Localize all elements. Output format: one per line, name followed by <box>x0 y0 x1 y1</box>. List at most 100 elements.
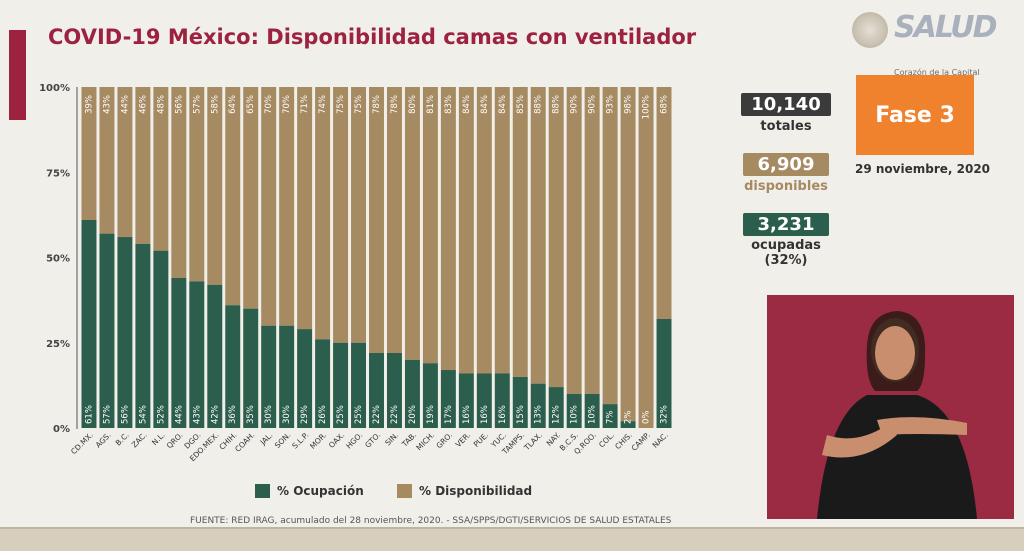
occupancy-label: 22% <box>390 405 400 424</box>
category-label: GTO. <box>363 430 382 449</box>
bar-availability <box>584 87 600 394</box>
bar-occupancy <box>171 277 187 428</box>
occupancy-label: 43% <box>192 405 202 424</box>
availability-label: 43% <box>102 95 112 114</box>
bar-occupancy <box>297 329 313 428</box>
bar-availability <box>225 87 241 306</box>
bar-availability <box>333 87 349 343</box>
y-tick-label: 50% <box>46 254 70 265</box>
bar-availability <box>440 87 456 371</box>
bar-availability <box>135 87 151 244</box>
category-label: PUE. <box>472 430 490 448</box>
availability-label: 58% <box>210 95 220 114</box>
occupancy-label: 22% <box>372 405 382 424</box>
bar-occupancy <box>351 342 367 428</box>
occupancy-label: 25% <box>354 405 364 424</box>
category-label: S.L.P. <box>290 430 310 450</box>
bar-occupancy <box>189 281 205 428</box>
occupancy-label: 10% <box>570 405 580 424</box>
category-label: VER. <box>454 430 473 449</box>
bar-availability <box>297 87 313 330</box>
bar-occupancy <box>566 393 582 428</box>
occupied-beds-label: ocupadas <box>751 238 821 253</box>
occupied-beds-stat: 3,231 ocupadas (32%) <box>741 213 831 268</box>
occupancy-label: 56% <box>120 405 130 424</box>
legend-label-availability: % Disponibilidad <box>419 484 532 498</box>
bar-availability <box>656 87 672 319</box>
bar-availability <box>458 87 474 374</box>
availability-label: 84% <box>480 95 490 114</box>
bar-availability <box>548 87 564 388</box>
bar-availability <box>99 87 115 234</box>
bar-availability <box>279 87 295 326</box>
availability-label: 81% <box>426 95 436 114</box>
bar-occupancy <box>512 376 528 428</box>
bar-availability <box>81 87 97 220</box>
occupancy-label: 32% <box>660 405 670 424</box>
availability-label: 88% <box>552 95 562 114</box>
availability-label: 70% <box>282 95 292 114</box>
availability-label: 57% <box>192 95 202 114</box>
availability-label: 85% <box>516 95 526 114</box>
footer-bar <box>0 529 1024 551</box>
footer-strip <box>0 527 1024 530</box>
occupancy-label: 25% <box>336 405 346 424</box>
bar-occupancy <box>333 342 349 428</box>
occupancy-label: 26% <box>318 405 328 424</box>
legend-swatch-occupancy <box>255 484 270 498</box>
category-label: ZAC. <box>130 430 149 449</box>
bar-occupancy <box>315 339 331 428</box>
category-label: COAH. <box>233 430 256 453</box>
occupied-beds-percent: (32%) <box>764 253 808 268</box>
page-title: COVID-19 México: Disponibilidad camas co… <box>48 25 697 49</box>
occupancy-label: 17% <box>444 405 454 424</box>
availability-label: 65% <box>246 95 256 114</box>
occupancy-label: 20% <box>408 405 418 424</box>
bar-occupancy <box>422 363 438 428</box>
logo-tagline: Corazón de la Capital <box>894 68 980 77</box>
occupancy-label: 30% <box>282 405 292 424</box>
occupancy-label: 15% <box>516 405 526 424</box>
category-label: QRO. <box>165 430 185 450</box>
occupancy-label: 35% <box>246 405 256 424</box>
phase-badge: Fase 3 <box>856 75 974 155</box>
bar-availability <box>494 87 510 374</box>
category-label: B.C. <box>114 430 131 447</box>
category-label: OAX. <box>327 430 346 449</box>
availability-label: 80% <box>408 95 418 114</box>
availability-label: 75% <box>354 95 364 114</box>
category-label: MOR. <box>308 430 328 450</box>
availability-label: 98% <box>624 95 634 114</box>
availability-label: 44% <box>120 95 130 114</box>
y-tick-label: 25% <box>46 339 70 350</box>
availability-label: 90% <box>570 95 580 114</box>
occupancy-label: 7% <box>606 411 616 425</box>
availability-label: 71% <box>300 95 310 114</box>
report-date: 29 noviembre, 2020 <box>855 162 991 176</box>
bar-availability <box>386 87 402 353</box>
source-note: FUENTE: RED IRAG, acumulado del 28 novie… <box>190 516 672 526</box>
bar-occupancy <box>153 250 169 428</box>
logo-area: SALUD Corazón de la Capital <box>850 8 1020 78</box>
bar-availability <box>351 87 367 343</box>
bar-availability <box>512 87 528 377</box>
occupancy-label: 57% <box>102 405 112 424</box>
bar-occupancy <box>386 352 402 428</box>
occupancy-label: 54% <box>138 405 148 424</box>
total-beds-label: totales <box>760 119 812 134</box>
availability-label: 88% <box>534 95 544 114</box>
category-label: GRO. <box>434 430 454 450</box>
y-tick-label: 100% <box>39 83 70 94</box>
occupancy-label: 52% <box>156 405 166 424</box>
accent-bar <box>9 30 26 120</box>
bar-occupancy <box>225 305 241 428</box>
occupancy-label: 30% <box>264 405 274 424</box>
bar-occupancy <box>261 325 277 428</box>
availability-label: 93% <box>606 95 616 114</box>
occupancy-label: 29% <box>300 405 310 424</box>
bar-occupancy <box>243 308 259 428</box>
bar-occupancy <box>135 243 151 428</box>
interpreter-figure-icon <box>767 295 1014 519</box>
occupancy-label: 44% <box>174 405 184 424</box>
category-label: SIN. <box>383 430 400 447</box>
